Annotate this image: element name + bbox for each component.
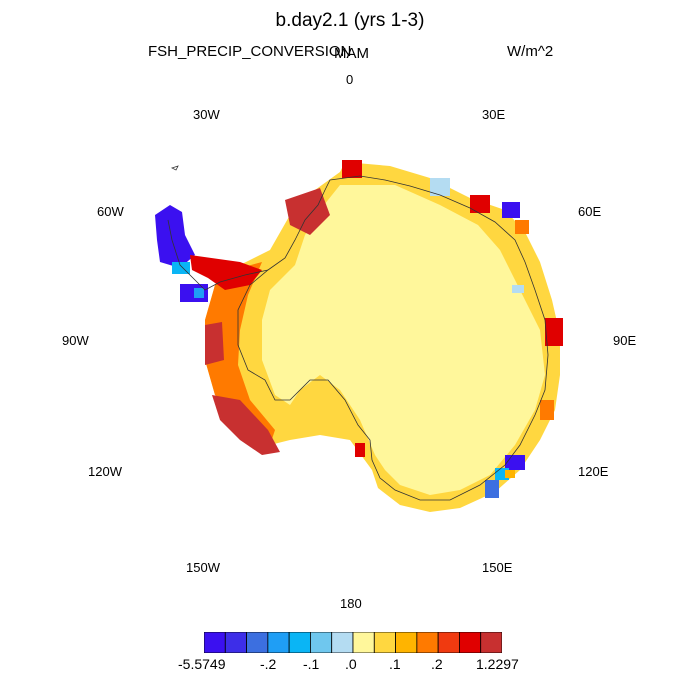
coastal-cell [430,178,450,196]
colorbar-label-min: -5.5749 [178,656,226,672]
coastline [237,175,549,501]
colorbar-swatch [352,632,375,653]
coastal-cell [485,480,499,498]
season-label: MAM [334,45,369,62]
colorbar-swatch [395,632,418,653]
plot-title: b.day2.1 (yrs 1-3) [275,10,425,31]
coastal-cell [505,455,525,470]
colorbar-label: -.2 [260,656,277,672]
colorbar-swatch [416,632,439,653]
coastal-cell [355,443,365,457]
colorbar-swatch [373,632,396,653]
variable-name: FSH_PRECIP_CONVERSION [148,43,352,60]
lon-label-30e: 30E [482,107,506,122]
colorbar-swatch [204,632,226,653]
north-red-patch [285,188,330,235]
coastal-cell [502,202,520,218]
lon-label-60w: 60W [97,204,124,219]
lon-label-120w: 120W [88,464,122,479]
peninsula-coastline [167,219,269,291]
colorbar-label: .0 [345,656,357,672]
units-label: W/m^2 [507,43,554,60]
colorbar-label: .2 [431,656,443,672]
island-coastline [170,165,179,171]
colorbar [204,632,502,653]
colorbar-swatch [331,632,354,653]
coastal-cell [540,400,554,420]
colorbar-swatch [480,632,502,653]
peninsula-blue-region [155,205,195,268]
coastal-cell [194,288,204,298]
colorbar-swatch [437,632,460,653]
coastal-cell [342,160,362,178]
colorbar-swatch [459,632,482,653]
west-red-patches [190,255,262,290]
antarctic-interior [262,185,545,495]
coastal-cell [470,195,490,213]
colorbar-swatch [224,632,247,653]
coastal-cell [505,470,515,478]
lon-label-150w: 150W [186,560,220,575]
coastal-cell [515,220,529,234]
lon-label-60e: 60E [578,204,602,219]
colorbar-label: .1 [389,656,401,672]
lon-label-90w: 90W [62,333,89,348]
lon-label-150e: 150E [482,560,513,575]
colorbar-label: -.1 [303,656,320,672]
lon-label-180: 180 [340,596,362,611]
west-red-patches [205,322,224,365]
lon-label-120e: 120E [578,464,609,479]
west-red-patches [212,395,280,455]
lon-label-30w: 30W [193,107,220,122]
coastal-cell [545,318,563,346]
colorbar-swatch [267,632,290,653]
colorbar-swatch [246,632,269,653]
lon-label-0: 0 [346,72,354,87]
colorbar-swatch [288,632,311,653]
colorbar-swatch [310,632,333,653]
lon-label-90e: 90E [613,333,637,348]
coastal-cell [512,285,524,293]
colorbar-label-max: 1.2297 [476,656,519,672]
